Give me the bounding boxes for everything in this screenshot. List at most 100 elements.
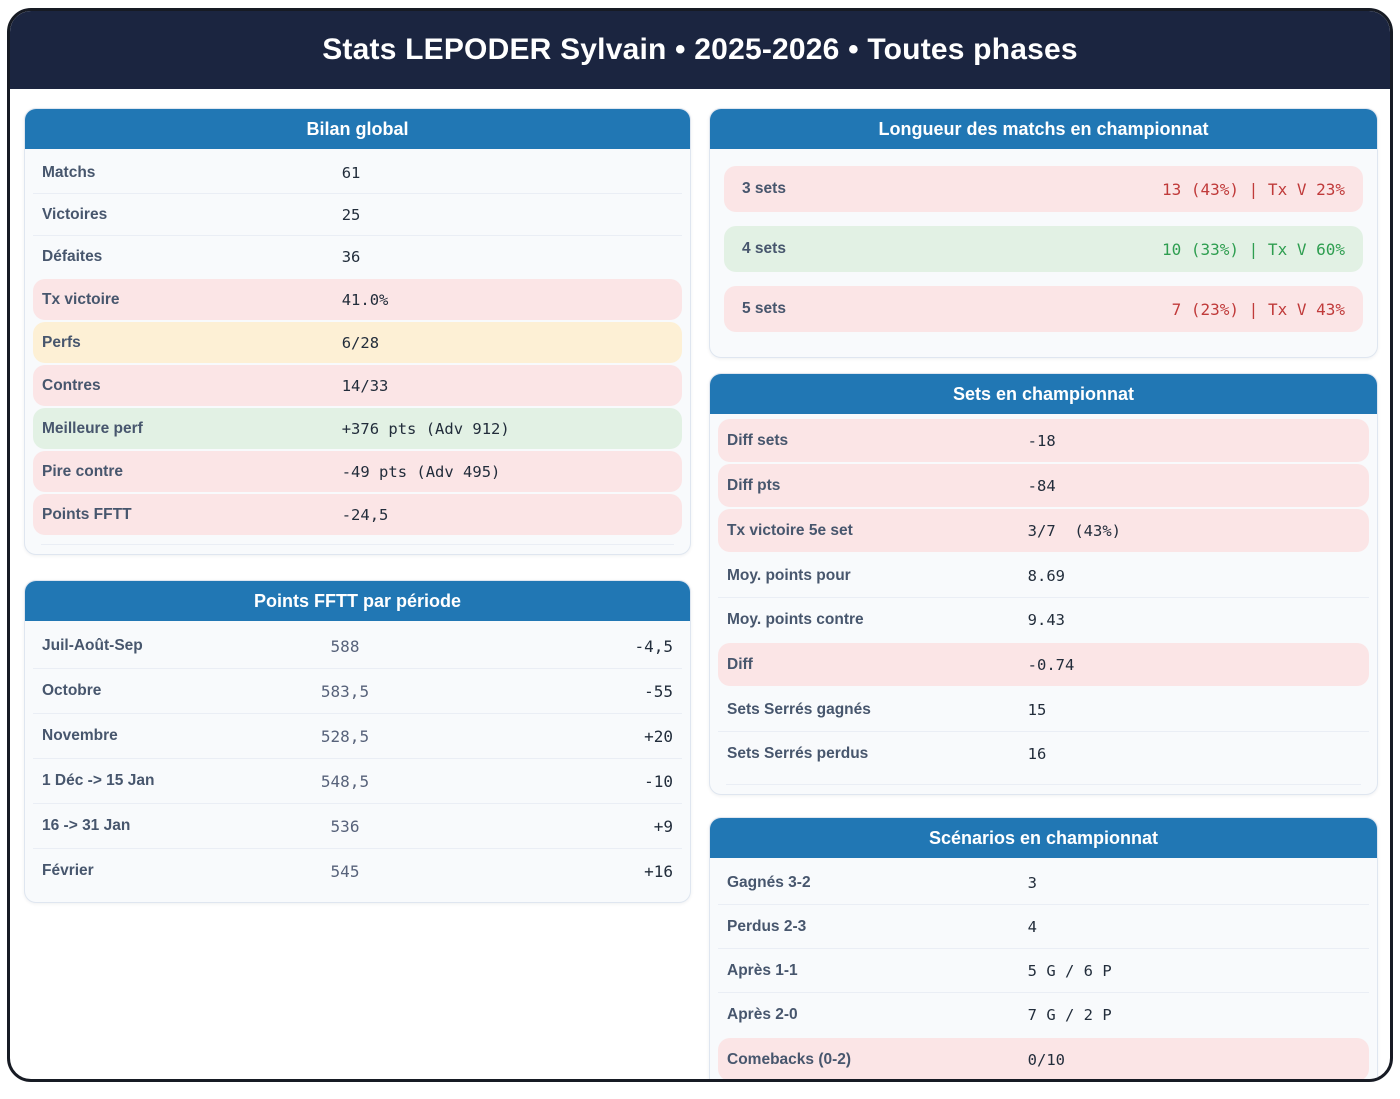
stat-row: Perdus 2-3 4	[718, 905, 1369, 949]
stat-row: Points FFTT -24,5	[33, 494, 682, 535]
page-title: Stats LEPODER Sylvain • 2025-2026 • Tout…	[322, 33, 1078, 66]
stat-row: Diff sets -18	[718, 419, 1369, 462]
stat-value: 3	[1027, 873, 1038, 892]
content-area: Bilan global Matchs 61 Victoires 25 Défa…	[10, 89, 1390, 1079]
card-scenarios-championnat-title: Scénarios en championnat	[710, 818, 1377, 858]
card-sets-championnat-body: Diff sets -18 Diff pts -84 Tx victoire 5…	[710, 414, 1377, 794]
stat-value: 0/10	[1027, 1050, 1065, 1069]
stat-label: Perdus 2-3	[727, 917, 807, 935]
stat-label: Matchs	[42, 163, 96, 181]
card-longueur-matchs: Longueur des matchs en championnat 3 set…	[709, 108, 1378, 358]
match-length-row: 3 sets 13 (43%) | Tx V 23%	[724, 166, 1363, 212]
stat-label: Défaites	[42, 247, 103, 265]
match-length-value: 7 (23%) | Tx V 43%	[1171, 299, 1345, 319]
stat-label: Sets Serrés gagnés	[727, 700, 871, 718]
period-points: 588	[330, 636, 360, 656]
period-delta: -10	[644, 771, 673, 791]
stat-row: Comebacks (0-2) 0/10	[718, 1038, 1369, 1079]
stat-label: Diff sets	[727, 431, 789, 449]
period-label: Juil-Août-Sep	[42, 637, 143, 654]
stat-row: Moy. points pour 8.69	[718, 554, 1369, 598]
stat-label: Moy. points pour	[727, 566, 851, 584]
card-points-fftt-periode: Points FFTT par période Juil-Août-Sep 58…	[24, 580, 691, 903]
stat-value: 3/7 (43%)	[1027, 521, 1121, 540]
stat-label: Après 2-0	[727, 1005, 798, 1023]
card-bilan-global: Bilan global Matchs 61 Victoires 25 Défa…	[24, 108, 691, 555]
stat-value: 61	[341, 163, 361, 182]
stat-value: +376 pts (Adv 912)	[341, 419, 510, 438]
stat-row: Matchs 61	[33, 152, 682, 194]
stat-row: Perfs 6/28	[33, 322, 682, 363]
period-row: Février 545 +16	[33, 849, 682, 893]
match-length-row: 5 sets 7 (23%) | Tx V 43%	[724, 286, 1363, 332]
stat-label: Moy. points contre	[727, 610, 864, 628]
card-scenarios-championnat-body: Gagnés 3-2 3 Perdus 2-3 4 Après 1-1 5 G …	[710, 858, 1377, 1079]
stat-label: Perfs	[42, 333, 81, 351]
stat-label: Gagnés 3-2	[727, 873, 811, 891]
stat-value: 4	[1027, 917, 1038, 936]
stat-label: Pire contre	[42, 462, 123, 480]
period-points: 528,5	[320, 726, 370, 746]
stat-value: 36	[341, 247, 361, 266]
period-points: 548,5	[320, 771, 370, 791]
period-delta: +9	[653, 816, 673, 836]
period-row: Octobre 583,5 -55	[33, 669, 682, 714]
stat-value: 14/33	[341, 376, 389, 395]
stat-value: 8.69	[1027, 566, 1065, 585]
stat-value: 5 G / 6 P	[1027, 961, 1112, 980]
stats-page: Stats LEPODER Sylvain • 2025-2026 • Tout…	[7, 8, 1393, 1082]
stat-label: Diff pts	[727, 476, 781, 494]
stat-value: -24,5	[341, 505, 389, 524]
card-footer-divider	[41, 544, 674, 545]
match-length-label: 3 sets	[742, 180, 786, 197]
period-points: 536	[330, 816, 360, 836]
card-sets-championnat: Sets en championnat Diff sets -18 Diff p…	[709, 373, 1378, 795]
stat-row: Moy. points contre 9.43	[718, 598, 1369, 641]
stat-label: Tx victoire	[42, 290, 120, 308]
period-label: 1 Déc -> 15 Jan	[42, 772, 155, 789]
stat-row: Tx victoire 41.0%	[33, 279, 682, 320]
card-longueur-matchs-body: 3 sets 13 (43%) | Tx V 23% 4 sets 10 (33…	[710, 149, 1377, 357]
stat-row: Victoires 25	[33, 194, 682, 236]
stat-label: Victoires	[42, 205, 108, 223]
card-sets-championnat-title: Sets en championnat	[710, 374, 1377, 414]
stat-label: Meilleure perf	[42, 419, 143, 437]
card-bilan-global-title: Bilan global	[25, 109, 690, 149]
stat-label: Tx victoire 5e set	[727, 521, 853, 539]
period-label: Novembre	[42, 727, 118, 744]
stat-label: Points FFTT	[42, 505, 132, 523]
stat-label: Contres	[42, 376, 101, 394]
stat-label: Comebacks (0-2)	[727, 1050, 852, 1068]
stat-value: 9.43	[1027, 610, 1065, 629]
period-label: Octobre	[42, 682, 102, 699]
period-label: Février	[42, 862, 94, 879]
period-delta: -4,5	[634, 636, 673, 656]
period-row: Juil-Août-Sep 588 -4,5	[33, 624, 682, 669]
stat-label: Après 1-1	[727, 961, 798, 979]
period-delta: +20	[644, 726, 673, 746]
stat-value: -84	[1027, 476, 1056, 495]
card-longueur-matchs-title: Longueur des matchs en championnat	[710, 109, 1377, 149]
stat-value: -49 pts (Adv 495)	[341, 462, 501, 481]
period-delta: +16	[644, 861, 673, 881]
stat-row: Tx victoire 5e set 3/7 (43%)	[718, 509, 1369, 552]
stat-value: 6/28	[341, 333, 380, 352]
stat-value: -18	[1027, 431, 1056, 450]
period-row: 1 Déc -> 15 Jan 548,5 -10	[33, 759, 682, 804]
period-points: 545	[330, 861, 360, 881]
card-footer-divider	[726, 784, 1361, 785]
stat-row: Sets Serrés perdus 16	[718, 732, 1369, 775]
stat-row: Meilleure perf +376 pts (Adv 912)	[33, 408, 682, 449]
card-bilan-global-body: Matchs 61 Victoires 25 Défaites 36 Tx vi…	[25, 149, 690, 554]
period-row: 16 -> 31 Jan 536 +9	[33, 804, 682, 849]
stat-row: Sets Serrés gagnés 15	[718, 688, 1369, 732]
stat-value: 41.0%	[341, 290, 389, 309]
match-length-label: 5 sets	[742, 300, 786, 317]
stat-row: Après 2-0 7 G / 2 P	[718, 993, 1369, 1036]
stat-value: -0.74	[1027, 655, 1075, 674]
card-scenarios-championnat: Scénarios en championnat Gagnés 3-2 3 Pe…	[709, 817, 1378, 1079]
right-column: Longueur des matchs en championnat 3 set…	[709, 108, 1378, 1079]
title-bar: Stats LEPODER Sylvain • 2025-2026 • Tout…	[10, 11, 1390, 89]
match-length-value: 13 (43%) | Tx V 23%	[1161, 179, 1345, 199]
stat-value: 16	[1027, 744, 1047, 763]
